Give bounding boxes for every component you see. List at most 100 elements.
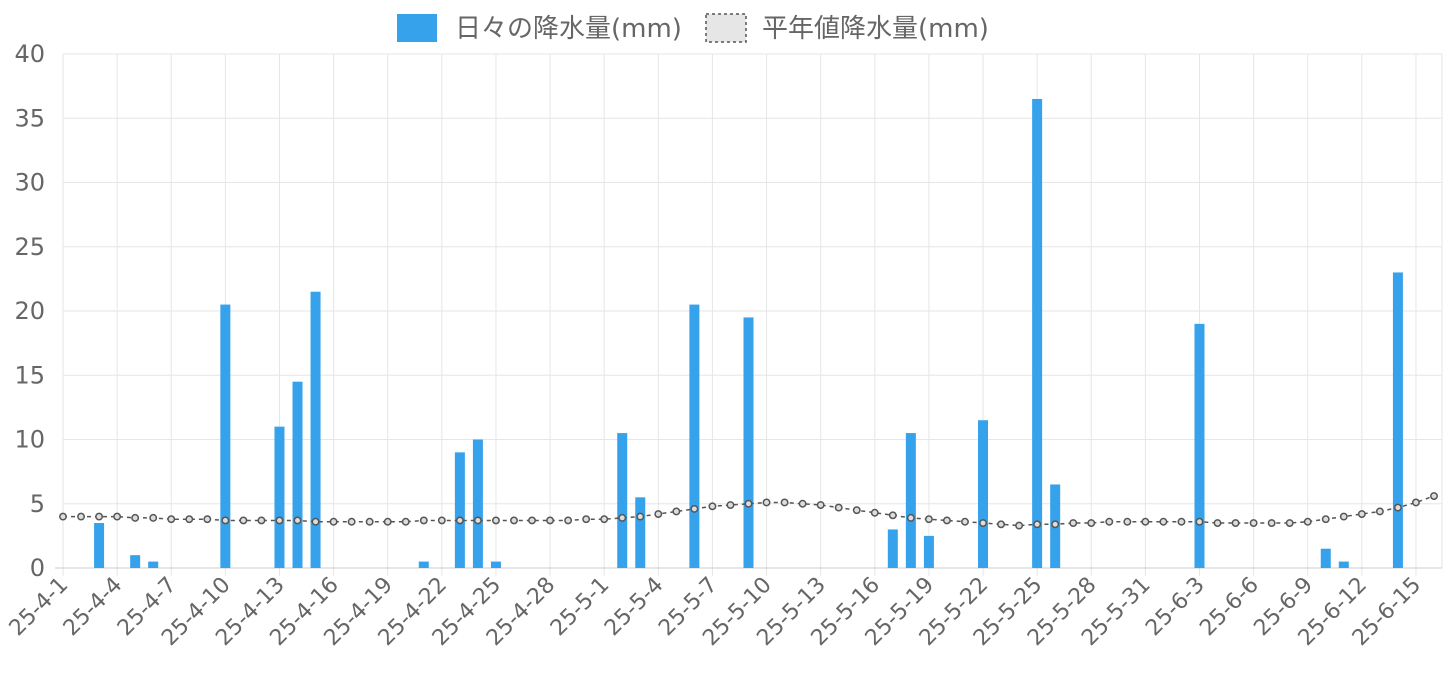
y-tick-label: 15 (14, 361, 45, 389)
normal-point-25-6-5 (1231, 519, 1240, 527)
y-tick-label: 20 (14, 297, 45, 325)
normal-point-25-5-10 (762, 498, 771, 507)
normal-precipitation-line (59, 492, 1438, 530)
bar-25-4-14 (292, 381, 303, 568)
normal-point-25-4-26 (510, 516, 518, 525)
normal-point-25-6-15 (1412, 498, 1420, 507)
normal-point-25-5-14 (834, 503, 843, 512)
normal-point-25-6-16 (1430, 492, 1438, 500)
x-tick-label: 25-6-3 (1141, 573, 1210, 642)
normal-point-25-5-17 (888, 511, 897, 520)
normal-point-25-4-27 (528, 516, 536, 525)
normal-point-25-6-1 (1159, 517, 1168, 526)
y-tick-label: 35 (14, 104, 45, 132)
normal-point-25-5-26 (1051, 520, 1060, 529)
bar-25-5-18 (905, 433, 916, 568)
bar-25-5-17 (887, 529, 898, 568)
normal-point-25-6-8 (1285, 519, 1294, 527)
normal-point-25-6-11 (1339, 512, 1348, 521)
bar-25-5-6 (689, 304, 700, 568)
normal-point-25-5-6 (690, 504, 699, 513)
x-tick-label: 25-4-1 (5, 573, 74, 642)
normal-point-25-6-6 (1249, 519, 1258, 527)
normal-point-25-4-28 (546, 516, 555, 525)
x-tick-label: 25-5-4 (600, 573, 669, 642)
normal-point-25-4-2 (77, 512, 85, 521)
normal-point-25-6-13 (1375, 507, 1384, 516)
normal-point-25-4-22 (437, 516, 446, 525)
normal-point-25-6-7 (1267, 519, 1276, 527)
normal-point-25-4-10 (221, 516, 230, 525)
normal-point-25-5-15 (852, 506, 861, 515)
normal-point-25-5-4 (654, 510, 663, 518)
y-tick-label: 5 (30, 490, 45, 518)
legend-swatch-daily (397, 14, 437, 42)
daily-precipitation-bars (94, 98, 1403, 568)
normal-point-25-5-18 (906, 513, 915, 522)
normal-point-25-6-3 (1195, 517, 1204, 526)
legend: 日々の降水量(mm) 平年値降水量(mm) (397, 13, 989, 44)
y-tick-label: 10 (14, 426, 45, 454)
bar-25-5-2 (617, 433, 628, 568)
normal-point-25-5-1 (600, 515, 609, 524)
normal-point-25-4-29 (564, 516, 573, 525)
normal-point-25-4-14 (293, 516, 302, 525)
y-tick-label: 30 (14, 169, 45, 197)
normal-point-25-5-13 (816, 501, 825, 509)
bar-25-6-14 (1392, 272, 1403, 568)
bar-25-4-15 (310, 291, 321, 568)
normal-point-25-5-31 (1141, 517, 1150, 526)
normal-point-25-6-10 (1321, 515, 1330, 524)
bar-25-4-13 (274, 426, 285, 568)
bar-25-5-25 (1032, 98, 1043, 568)
bar-25-4-5 (130, 555, 141, 568)
normal-point-25-4-17 (347, 517, 356, 526)
normal-point-25-5-24 (1015, 521, 1024, 530)
legend-label-daily: 日々の降水量(mm) (455, 14, 682, 44)
normal-point-25-5-27 (1069, 519, 1078, 527)
normal-point-25-5-28 (1087, 519, 1096, 527)
normal-point-25-5-11 (780, 498, 789, 507)
normal-point-25-6-14 (1393, 503, 1402, 512)
bar-25-4-25 (490, 561, 501, 568)
normal-point-25-4-21 (419, 516, 428, 525)
normal-point-25-5-2 (618, 513, 627, 522)
bar-25-5-22 (978, 420, 989, 568)
bar-25-4-10 (220, 304, 231, 568)
bar-25-4-6 (148, 561, 159, 568)
bar-25-5-3 (635, 497, 646, 568)
bar-25-4-23 (454, 452, 465, 568)
normal-point-25-5-19 (924, 515, 933, 524)
bar-25-4-21 (418, 561, 429, 568)
bar-25-5-9 (743, 317, 754, 568)
normal-point-25-4-24 (473, 516, 482, 525)
normal-point-25-5-29 (1105, 517, 1114, 526)
bar-25-4-3 (94, 523, 105, 568)
legend-label-normal: 平年値降水量(mm) (762, 14, 989, 44)
normal-point-25-4-15 (311, 517, 320, 526)
normal-point-25-4-20 (401, 517, 410, 526)
y-tick-label: 40 (14, 40, 45, 68)
bar-25-5-19 (923, 535, 934, 568)
normal-point-25-4-16 (329, 517, 338, 526)
x-tick-label: 25-4-4 (59, 573, 128, 642)
normal-point-25-6-9 (1303, 517, 1312, 526)
bar-25-6-3 (1194, 323, 1205, 568)
normal-point-25-4-6 (149, 513, 158, 522)
normal-point-25-5-20 (942, 516, 951, 525)
normal-point-25-5-16 (870, 508, 879, 517)
normal-point-25-4-7 (167, 515, 176, 524)
normal-point-25-4-5 (131, 513, 140, 522)
x-tick-label: 25-5-1 (546, 573, 615, 642)
normal-point-25-4-1 (59, 512, 67, 521)
normal-point-25-4-30 (582, 515, 591, 524)
normal-point-25-5-7 (708, 502, 717, 511)
normal-point-25-5-21 (961, 517, 969, 526)
bar-25-6-11 (1338, 561, 1349, 568)
normal-point-25-5-25 (1033, 520, 1042, 529)
normal-point-25-5-30 (1123, 517, 1132, 526)
normal-point-25-4-19 (383, 517, 392, 526)
normal-point-25-4-8 (185, 515, 194, 524)
normal-point-25-4-12 (257, 516, 266, 525)
